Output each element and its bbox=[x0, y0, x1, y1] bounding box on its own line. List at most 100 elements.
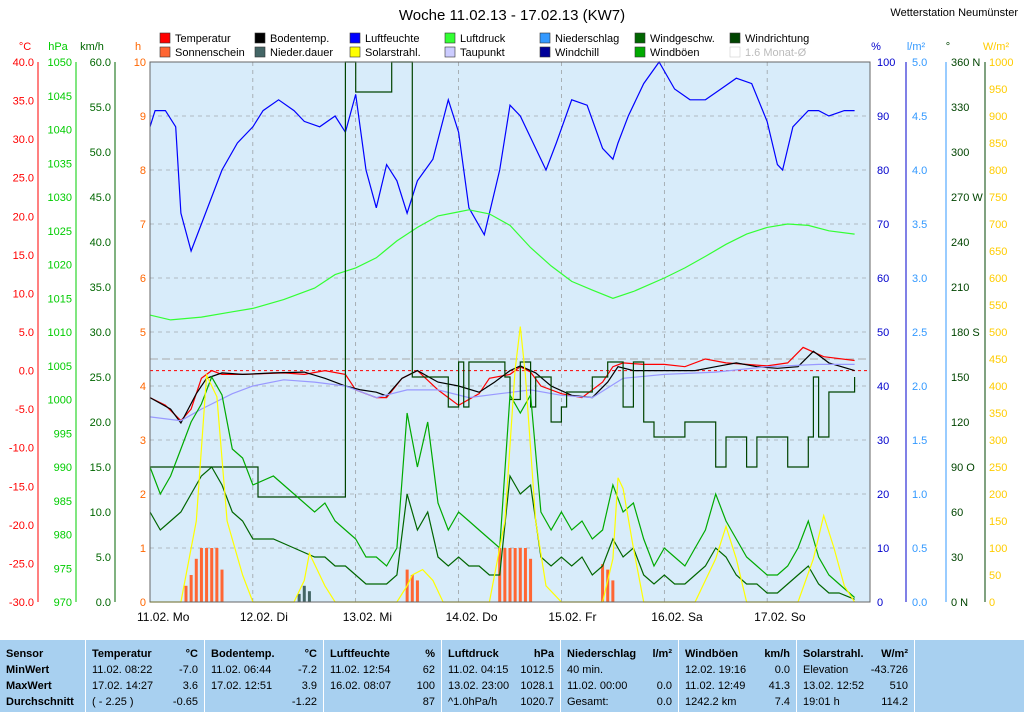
tick-label-h: 9 bbox=[140, 111, 146, 123]
column-header: Windböen bbox=[685, 648, 739, 660]
tick-label-temp: 15.0 bbox=[13, 250, 34, 262]
cell-value: 1028.1 bbox=[520, 680, 554, 692]
tick-label-wm2: 850 bbox=[989, 138, 1007, 150]
cell-value: 62 bbox=[422, 664, 435, 676]
axes: 40.035.030.025.020.015.010.05.00.0-5.0-1… bbox=[9, 41, 1014, 624]
cell-value: 1020.7 bbox=[520, 696, 554, 708]
cell-label: 17.02. 12:51 bbox=[211, 680, 273, 692]
tick-label-h: 1 bbox=[140, 543, 146, 555]
tick-label-kmh: 20.0 bbox=[90, 417, 111, 429]
axis-unit-h: h bbox=[135, 41, 141, 53]
tick-label-temp: -5.0 bbox=[15, 404, 34, 416]
legend-label: Sonnenschein bbox=[175, 47, 245, 59]
column-unit: % bbox=[425, 648, 435, 660]
table-column-4: Niederschlag l/m² 40 min. 11.02. 00:00 0.0 Ge… bbox=[561, 640, 679, 712]
x-tick-label: 11.02. Mo bbox=[137, 610, 190, 624]
tick-label-deg: 60 bbox=[951, 507, 963, 519]
bar-Sonnenschein bbox=[518, 548, 522, 602]
cell-label: 11.02. 12:49 bbox=[685, 680, 746, 692]
tick-label-wm2: 900 bbox=[989, 111, 1007, 123]
tick-label-pct: 100 bbox=[877, 57, 895, 69]
cell-value: -7.0 bbox=[179, 664, 198, 676]
legend-label: Luftdruck bbox=[460, 33, 506, 45]
station-name: Wetterstation Neumünster bbox=[890, 7, 1018, 19]
row-label-avg: Durchschnitt bbox=[6, 696, 74, 708]
tick-label-hpa: 995 bbox=[54, 428, 72, 440]
tick-label-deg: 360 N bbox=[951, 57, 980, 69]
tick-label-pct: 60 bbox=[877, 273, 889, 285]
cell-value: -1.22 bbox=[291, 696, 317, 708]
tick-label-deg: 0 N bbox=[951, 597, 968, 609]
tick-label-hpa: 1000 bbox=[48, 395, 72, 407]
tick-label-wm2: 400 bbox=[989, 381, 1007, 393]
bar-Sonnenschein bbox=[606, 569, 610, 602]
tick-label-pct: 80 bbox=[877, 165, 889, 177]
x-tick-label: 14.02. Do bbox=[446, 610, 498, 624]
tick-label-kmh: 5.0 bbox=[96, 552, 111, 564]
tick-label-wm2: 350 bbox=[989, 408, 1007, 420]
legend-swatch bbox=[349, 46, 361, 58]
cell-label: ( - 2.25 ) bbox=[92, 696, 134, 708]
tick-label-h: 2 bbox=[140, 489, 146, 501]
column-header: Solarstrahl. bbox=[803, 648, 864, 660]
tick-label-deg: 120 bbox=[951, 417, 969, 429]
tick-label-pct: 10 bbox=[877, 543, 889, 555]
cell-label: 13.02. 12:52 bbox=[803, 680, 865, 692]
tick-label-deg: 330 bbox=[951, 102, 969, 114]
legend-label: Niederschlag bbox=[555, 33, 619, 45]
legend-swatch bbox=[254, 46, 266, 58]
tick-label-pct: 70 bbox=[877, 219, 889, 231]
tick-label-hpa: 980 bbox=[54, 530, 72, 542]
tick-label-kmh: 15.0 bbox=[90, 462, 111, 474]
cell-value: 100 bbox=[416, 680, 435, 692]
legend-swatch bbox=[254, 32, 266, 44]
legend-label: Windböen bbox=[650, 47, 700, 59]
tick-label-temp: 10.0 bbox=[13, 288, 34, 300]
tick-label-temp: -30.0 bbox=[9, 597, 34, 609]
bar-Sonnenschein bbox=[194, 558, 198, 602]
bar-Nieder.dauer bbox=[307, 591, 311, 602]
tick-label-temp: -25.0 bbox=[9, 558, 34, 570]
tick-label-h: 10 bbox=[134, 57, 146, 69]
column-header: Luftfeuchte bbox=[330, 648, 390, 660]
axis-unit-temp: °C bbox=[19, 41, 31, 53]
table-column-0: Temperatur °C 11.02. 08:22 -7.0 17.02. 14:27… bbox=[86, 640, 205, 712]
tick-label-temp: 20.0 bbox=[13, 211, 34, 223]
tick-label-temp: -15.0 bbox=[9, 481, 34, 493]
tick-label-deg: 150 bbox=[951, 372, 969, 384]
cell-label: 11.02. 04:15 bbox=[448, 664, 509, 676]
cell-value: 7.4 bbox=[774, 696, 790, 708]
x-tick-label: 17.02. So bbox=[754, 610, 806, 624]
chart-title: Woche 11.02.13 - 17.02.13 (KW7) bbox=[399, 7, 625, 24]
column-header: Bodentemp. bbox=[211, 648, 275, 660]
cell-label: 11.02. 12:54 bbox=[330, 664, 391, 676]
tick-label-temp: 40.0 bbox=[13, 57, 34, 69]
cell-value: -7.2 bbox=[298, 664, 317, 676]
bar-Sonnenschein bbox=[601, 564, 605, 602]
tick-label-wm2: 450 bbox=[989, 354, 1007, 366]
series-Luftfeuchte bbox=[149, 60, 855, 253]
table-column-3: Luftdruck hPa 11.02. 04:15 1012.5 13.02. 23:… bbox=[442, 640, 561, 712]
tick-label-deg: 30 bbox=[951, 552, 963, 564]
statistics-table: Sensor MinWert MaxWert Durchschnitt Temp… bbox=[0, 640, 1024, 712]
legend-swatch bbox=[634, 46, 646, 58]
cell-label: 11.02. 08:22 bbox=[92, 664, 153, 676]
bar-Sonnenschein bbox=[508, 548, 512, 602]
legend-label: Windrichtung bbox=[745, 33, 809, 45]
axis-unit-pct: % bbox=[871, 41, 881, 53]
tick-label-lm2: 3.0 bbox=[912, 273, 927, 285]
tick-label-hpa: 970 bbox=[54, 597, 72, 609]
tick-label-temp: 30.0 bbox=[13, 134, 34, 146]
tick-label-temp: 5.0 bbox=[19, 327, 34, 339]
tick-label-hpa: 1030 bbox=[48, 192, 72, 204]
tick-label-wm2: 200 bbox=[989, 489, 1007, 501]
tick-label-lm2: 0.0 bbox=[912, 597, 927, 609]
legend-swatch bbox=[729, 46, 741, 58]
column-unit: hPa bbox=[533, 648, 554, 660]
legend-label: Luftfeuchte bbox=[365, 33, 419, 45]
tick-label-wm2: 700 bbox=[989, 219, 1007, 231]
bar-Sonnenschein bbox=[220, 569, 224, 602]
legend-swatch bbox=[539, 46, 551, 58]
tick-label-wm2: 550 bbox=[989, 300, 1007, 312]
tick-label-wm2: 600 bbox=[989, 273, 1007, 285]
